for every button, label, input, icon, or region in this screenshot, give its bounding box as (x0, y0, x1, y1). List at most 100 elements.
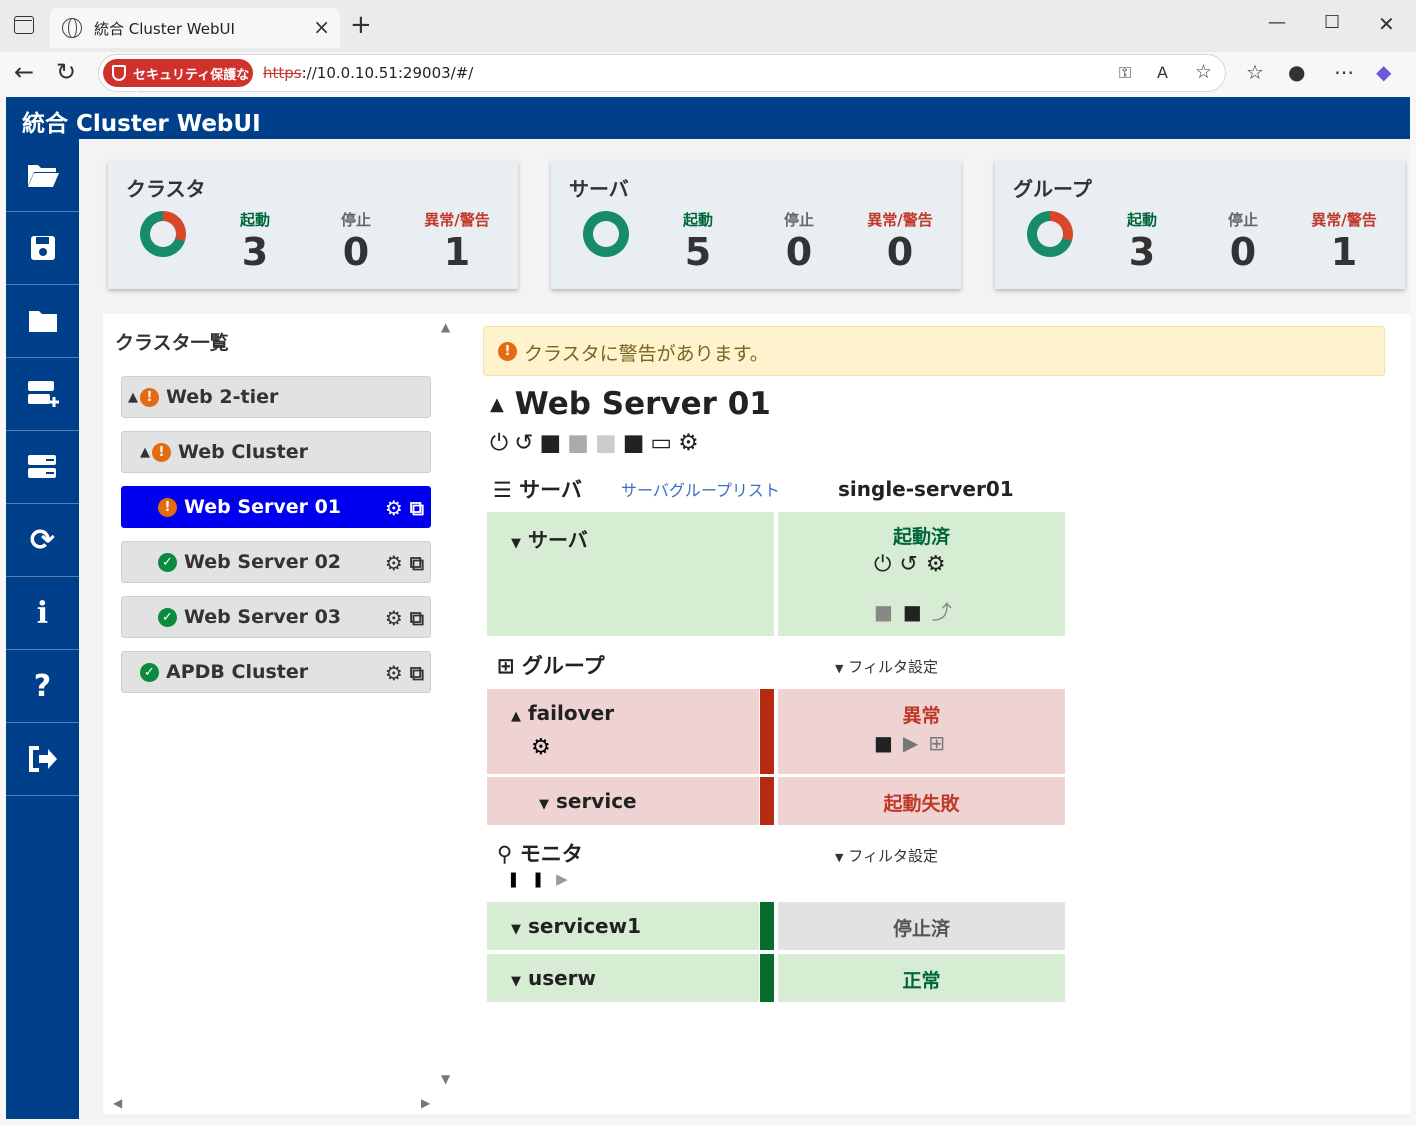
key-icon[interactable]: ⚿ (1119, 63, 1132, 82)
scroll-down-icon[interactable]: ▼ (441, 1072, 451, 1086)
cluster-item-web-2-tier[interactable]: ▲ ! Web 2-tier (121, 376, 431, 418)
monitor-status-cell: 停止済 (778, 902, 1065, 950)
running-count: 5 (684, 230, 712, 274)
group-filter-toggle[interactable]: ▼ フィルタ設定 (835, 656, 938, 677)
gear-icon[interactable]: ⚙ (384, 661, 403, 685)
stop-cluster-icon[interactable]: ■ (567, 430, 595, 456)
server-list-icon[interactable] (6, 431, 79, 504)
group-summary-card[interactable]: グループ 起動 3 停止 0 異常/警告 1 (995, 161, 1405, 289)
address-bar[interactable]: セキュリティ保護なし https://10.0.10.51:29003/#/ ⚿… (98, 54, 1226, 102)
monitor-name: ▼ userw (511, 966, 596, 990)
gear-icon[interactable]: ⚙ (384, 606, 403, 630)
ok-bar (760, 902, 774, 950)
new-tab-icon[interactable]: + (350, 10, 372, 40)
close-tab-icon[interactable]: × (313, 15, 330, 39)
more-icon[interactable]: ⋯ (1334, 60, 1354, 84)
external-link-icon[interactable]: ⧉ (409, 551, 424, 575)
tab-actions-icon[interactable] (14, 16, 34, 34)
browser-tab[interactable]: 統合 Cluster WebUI × (50, 8, 340, 48)
resume-icon[interactable]: ▶ (556, 870, 580, 888)
server-group-list-link[interactable]: サーバグループリスト (621, 481, 780, 500)
gear-icon[interactable]: ⚙ (925, 552, 954, 577)
filter-caret-icon: ▼ (835, 662, 844, 675)
cluster-item-web-cluster[interactable]: ▲ ! Web Cluster (121, 431, 431, 473)
group-row-failover[interactable]: ▲ failover ⚙ (487, 689, 759, 774)
server-row[interactable]: ▼ サーバ (487, 512, 774, 636)
gear-icon[interactable]: ⚙ (384, 496, 403, 520)
favorites-icon[interactable]: ☆ (1246, 60, 1264, 84)
power-icon[interactable]: ⏻ (874, 552, 900, 577)
warning-icon: ! (140, 387, 159, 407)
suspend-cluster-icon[interactable]: ■ (594, 430, 623, 456)
close-window-icon[interactable]: ✕ (1378, 12, 1395, 36)
external-link-icon[interactable]: ⧉ (409, 496, 424, 520)
running-label: 起動 (682, 211, 713, 229)
cluster-item-web-server-01[interactable]: ! Web Server 01 ⚙ ⧉ (121, 486, 431, 528)
pause-icon[interactable]: ❚❚ (507, 870, 557, 888)
scroll-right-icon[interactable]: ▶ (421, 1096, 431, 1110)
minimize-icon[interactable]: — (1268, 12, 1286, 33)
power-icon[interactable]: ⏻ (490, 430, 515, 456)
warning-icon: ! (498, 342, 517, 361)
play-icon[interactable]: ▶ (902, 731, 929, 755)
start-cluster-icon[interactable]: ■ (539, 430, 568, 456)
check-icon: ✓ (158, 552, 177, 572)
scroll-up-icon[interactable]: ▲ (441, 320, 451, 334)
cluster-item-web-server-02[interactable]: ✓ Web Server 02 ⚙ ⧉ (121, 541, 431, 583)
gear-icon[interactable]: ⚙ (384, 551, 403, 575)
card-title: サーバ (569, 177, 629, 201)
maximize-icon[interactable]: ☐ (1324, 12, 1341, 33)
url-text[interactable]: https://10.0.10.51:29003/#/ (263, 64, 473, 82)
collapse-caret-icon[interactable]: ▲ (140, 444, 150, 460)
refresh-icon[interactable]: ↻ (56, 58, 77, 86)
server-summary-card[interactable]: サーバ 起動 5 停止 0 異常/警告 0 (551, 161, 961, 289)
info-icon[interactable]: i (6, 577, 79, 650)
folder-open-icon[interactable] (6, 139, 79, 212)
resume-cluster-icon[interactable]: ■ (622, 430, 651, 456)
upload-icon[interactable]: ⤴ (931, 600, 962, 624)
cluster-item-label: Web Cluster (178, 441, 309, 463)
monitor-row-servicew1[interactable]: ▼ servicew1 (487, 902, 759, 950)
monitor-row-userw[interactable]: ▼ userw (487, 954, 759, 1002)
help-icon[interactable]: ? (6, 650, 79, 723)
stop-icon[interactable]: ■ (874, 731, 903, 755)
external-link-icon[interactable]: ⧉ (409, 661, 424, 685)
gear-icon[interactable]: ⚙ (531, 735, 551, 760)
cluster-item-apdb-cluster[interactable]: ✓ APDB Cluster ⚙ ⧉ (121, 651, 431, 693)
cluster-item-web-server-03[interactable]: ✓ Web Server 03 ⚙ ⧉ (121, 596, 431, 638)
save-icon[interactable] (6, 212, 79, 285)
scroll-left-icon[interactable]: ◀ (113, 1096, 123, 1110)
logout-icon[interactable] (6, 723, 79, 796)
server-add-icon[interactable] (6, 358, 79, 431)
expand-caret-icon[interactable]: ▼ (539, 797, 549, 812)
expand-caret-icon[interactable]: ▼ (511, 536, 521, 551)
sync-icon[interactable]: ⟳ (6, 504, 79, 577)
stopped-count: 0 (342, 230, 370, 274)
read-aloud-icon[interactable]: A (1157, 63, 1168, 82)
resource-row-service[interactable]: ▼ service (487, 777, 759, 825)
gear-icon[interactable]: ⚙ (678, 430, 705, 456)
expand-caret-icon[interactable]: ▼ (511, 974, 521, 989)
mirror-icon[interactable]: ▭ (650, 430, 679, 456)
copilot-icon[interactable]: ◆ (1376, 60, 1392, 84)
restart-icon[interactable]: ↺ (514, 430, 540, 456)
external-link-icon[interactable]: ⧉ (409, 606, 424, 630)
security-badge[interactable]: セキュリティ保護なし (103, 59, 253, 102)
move-group-icon[interactable]: ■ (874, 600, 903, 624)
move-icon[interactable]: ⊞ (928, 731, 956, 755)
collapse-caret-icon[interactable]: ▲ (511, 709, 521, 724)
restart-icon[interactable]: ↺ (899, 552, 926, 577)
group-status-cell: 異常 ■▶⊞ (778, 689, 1065, 774)
folder-icon[interactable] (6, 285, 79, 358)
expand-caret-icon[interactable]: ▼ (511, 922, 521, 937)
back-icon[interactable]: ← (14, 58, 35, 86)
collapse-caret-icon[interactable]: ▲ (128, 389, 138, 405)
monitor-filter-toggle[interactable]: ▼ フィルタ設定 (835, 845, 938, 866)
favorite-icon[interactable]: ☆ (1195, 61, 1213, 83)
error-bar (760, 689, 774, 774)
collapse-caret-icon[interactable]: ▲ (490, 394, 504, 415)
profile-icon[interactable]: ● (1288, 60, 1306, 84)
start-group-icon[interactable]: ■ (902, 600, 932, 624)
running-stat: 起動 3 (205, 209, 305, 274)
cluster-summary-card[interactable]: クラスタ 起動 3 停止 0 異常/警告 1 (108, 161, 518, 289)
